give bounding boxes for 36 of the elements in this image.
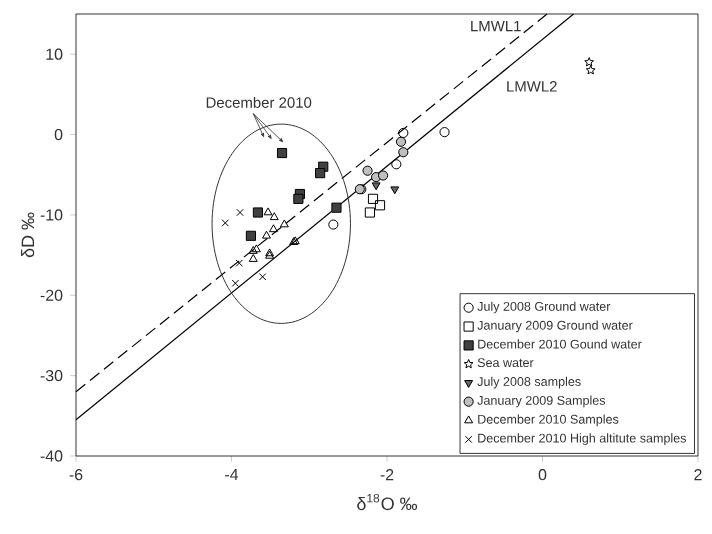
point — [248, 254, 258, 262]
point — [391, 159, 402, 170]
point — [585, 65, 596, 75]
point — [398, 127, 409, 139]
point — [378, 170, 389, 181]
point — [371, 182, 381, 191]
point — [269, 212, 279, 221]
point — [245, 230, 257, 241]
point — [328, 219, 339, 230]
point — [276, 147, 288, 159]
point — [367, 193, 379, 204]
x-axis-title: δ$^{18}$O ‰ — [357, 493, 418, 511]
point — [252, 207, 264, 218]
point — [251, 244, 261, 253]
point — [221, 219, 230, 227]
point — [262, 230, 271, 239]
point — [374, 200, 386, 211]
point — [248, 245, 258, 254]
point — [331, 202, 342, 213]
point — [258, 273, 267, 281]
point — [439, 127, 450, 138]
point — [293, 193, 304, 204]
point — [236, 208, 244, 217]
point — [362, 165, 373, 176]
point — [398, 147, 409, 158]
point — [279, 219, 289, 228]
point — [315, 168, 326, 179]
point — [231, 279, 240, 287]
point — [235, 259, 244, 267]
point — [263, 207, 273, 216]
point — [269, 224, 278, 233]
point — [395, 136, 407, 147]
y-axis-title: δD ‰ — [21, 212, 35, 258]
point — [390, 186, 400, 195]
point — [364, 207, 375, 218]
point — [584, 57, 594, 67]
